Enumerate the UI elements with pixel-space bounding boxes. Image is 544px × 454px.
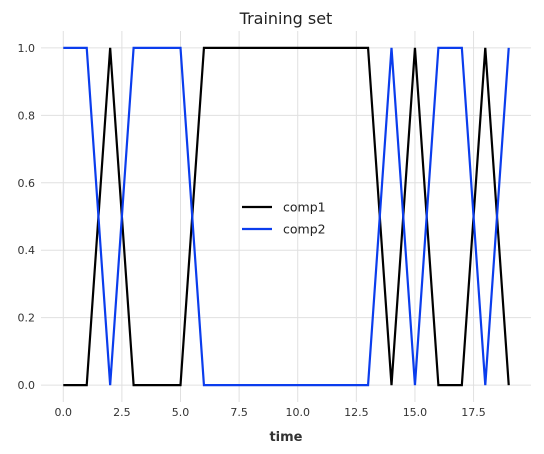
y-tick-label: 0.8 xyxy=(18,109,36,122)
x-tick-label: 0.0 xyxy=(55,406,73,419)
x-tick-label: 12.5 xyxy=(344,406,369,419)
legend-label: comp2 xyxy=(283,222,326,237)
y-tick-label: 0.4 xyxy=(18,244,36,257)
x-axis-ticks: 0.0 2.5 5.0 7.5 10.0 12.5 15.0 17.5 xyxy=(55,406,486,419)
legend: comp1 comp2 xyxy=(242,200,326,237)
x-tick-label: 15.0 xyxy=(403,406,428,419)
grid xyxy=(41,31,531,402)
x-tick-label: 10.0 xyxy=(285,406,310,419)
series-line-comp2 xyxy=(63,46,510,387)
chart-title: Training set xyxy=(239,9,333,28)
y-tick-label: 0.6 xyxy=(18,177,36,190)
x-tick-label: 5.0 xyxy=(172,406,190,419)
y-tick-label: 0.2 xyxy=(18,312,36,325)
legend-label: comp1 xyxy=(283,200,326,215)
x-tick-label: 17.5 xyxy=(461,406,486,419)
series-layer xyxy=(63,46,510,387)
x-tick-label: 7.5 xyxy=(230,406,248,419)
x-tick-label: 2.5 xyxy=(113,406,131,419)
series-line-comp1 xyxy=(63,46,510,387)
y-tick-label: 0.0 xyxy=(18,379,36,392)
y-tick-label: 1.0 xyxy=(18,42,36,55)
y-axis-ticks: 0.0 0.2 0.4 0.6 0.8 1.0 xyxy=(18,42,36,392)
x-axis-label: time xyxy=(269,430,302,445)
